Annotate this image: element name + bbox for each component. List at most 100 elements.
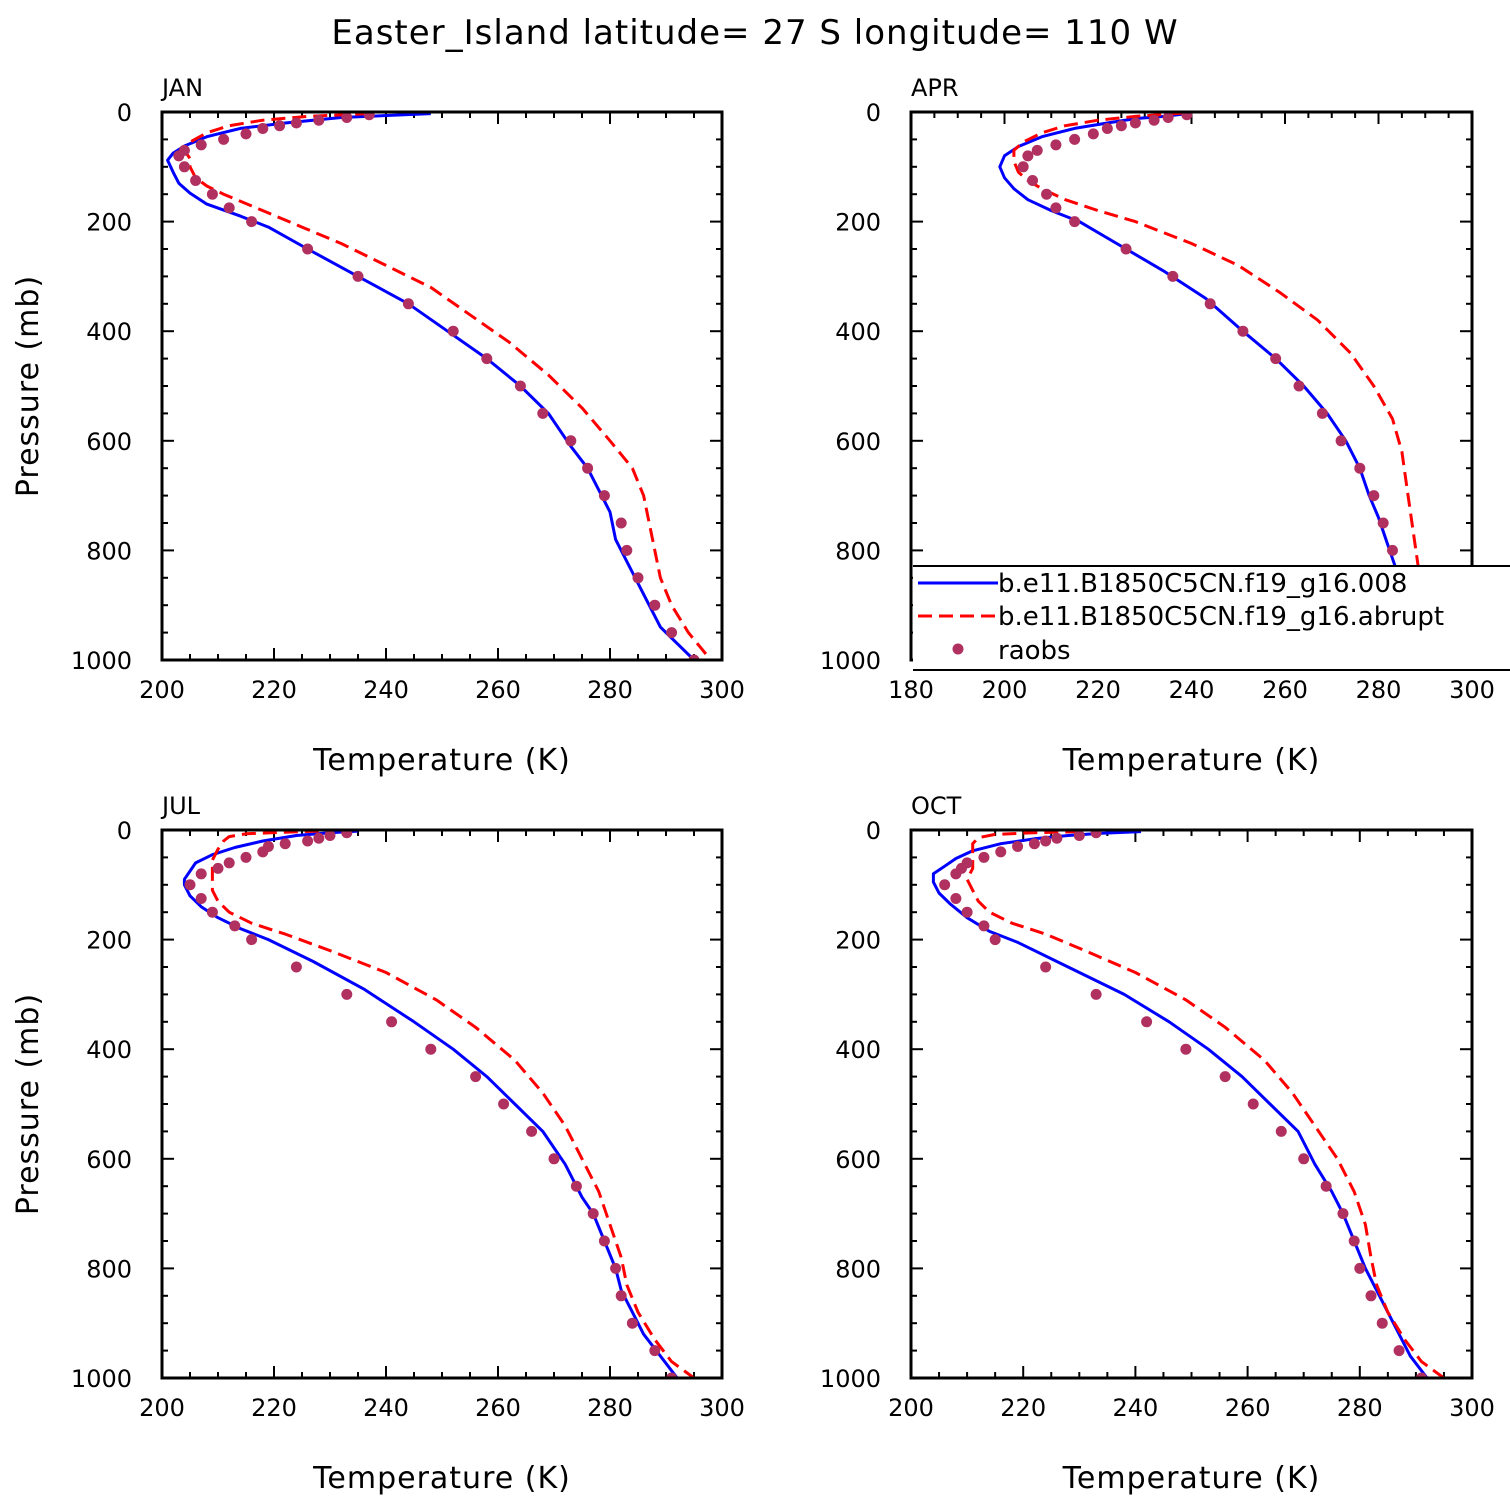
raobs-point — [1148, 114, 1160, 126]
raobs-point — [1181, 112, 1193, 121]
x-tick-label: 280 — [1356, 676, 1402, 704]
figure-title: Easter_Island latitude= 27 S longitude= … — [331, 13, 1178, 53]
y-tick-label: 800 — [835, 537, 881, 565]
raobs-point — [1247, 1098, 1259, 1110]
raobs-point — [257, 122, 269, 134]
series-line-abrupt — [210, 830, 695, 1378]
raobs-point — [324, 830, 336, 841]
raobs-point — [290, 961, 302, 973]
y-tick-label: 600 — [86, 428, 132, 456]
raobs-point — [341, 830, 353, 839]
raobs-point — [1120, 243, 1132, 255]
x-tick-label: 280 — [587, 676, 633, 704]
series-group — [166, 112, 712, 660]
raobs-point — [363, 112, 375, 121]
y-tick-label: 0 — [117, 817, 132, 845]
raobs-point — [402, 298, 414, 310]
panel-label: JUL — [160, 792, 201, 820]
x-axis-label: Temperature (K) — [1062, 743, 1321, 778]
raobs-point — [274, 120, 286, 132]
x-tick-label: 240 — [1169, 676, 1215, 704]
raobs-point — [610, 1262, 622, 1274]
legend-background — [913, 566, 1510, 670]
series-line-008 — [998, 112, 1446, 660]
raobs-point — [1377, 517, 1389, 529]
raobs-point — [570, 1180, 582, 1192]
raobs-point — [1270, 353, 1282, 365]
raobs-point — [290, 117, 302, 129]
y-tick-label: 800 — [86, 537, 132, 565]
raobs-point — [313, 114, 325, 126]
raobs-point — [481, 353, 493, 365]
raobs-point — [615, 517, 627, 529]
y-tick-label: 0 — [866, 817, 881, 845]
raobs-point — [1090, 988, 1102, 1000]
panels-container: 200 220 240 260 280 300 0 200 400 600 800 1000 Tempe… — [11, 74, 1510, 1496]
x-tick-label: 240 — [363, 1394, 409, 1422]
y-tick-label: 200 — [86, 927, 132, 955]
panel-label: JAN — [160, 74, 203, 102]
x-tick-label: 260 — [475, 1394, 521, 1422]
raobs-point — [302, 835, 314, 847]
y-tick-label: 200 — [86, 209, 132, 237]
raobs-point — [1219, 1071, 1231, 1083]
raobs-point — [598, 1235, 610, 1247]
raobs-point — [212, 862, 224, 874]
raobs-point — [313, 832, 325, 844]
raobs-point — [246, 216, 258, 228]
raobs-point — [341, 112, 353, 123]
raobs-point — [1293, 380, 1305, 392]
series-line-abrupt — [1012, 112, 1469, 660]
raobs-point — [978, 920, 990, 932]
raobs-point — [1365, 1290, 1377, 1302]
x-tick-label: 180 — [888, 676, 934, 704]
raobs-point — [1041, 188, 1053, 200]
panel-label: APR — [911, 74, 959, 102]
legend-label: b.e11.B1850C5CN.f19_g16.008 — [998, 569, 1407, 599]
raobs-point — [386, 1016, 398, 1028]
raobs-point — [1040, 961, 1052, 973]
raobs-point — [1354, 462, 1366, 474]
raobs-point — [565, 435, 577, 447]
x-tick-label: 300 — [1449, 676, 1495, 704]
raobs-point — [989, 934, 1001, 946]
raobs-point — [1237, 325, 1249, 337]
raobs-point — [1348, 1235, 1360, 1247]
raobs-point — [1337, 1208, 1349, 1220]
y-tick-label: 400 — [86, 1036, 132, 1064]
raobs-point — [1087, 128, 1099, 140]
raobs-point — [1167, 270, 1179, 282]
legend-label: b.e11.B1850C5CN.f19_g16.abrupt — [998, 602, 1444, 632]
raobs-point — [621, 544, 633, 556]
x-tick-label: 200 — [139, 676, 185, 704]
y-tick-label: 600 — [835, 1146, 881, 1174]
series-group — [998, 112, 1469, 660]
y-tick-label: 600 — [86, 1146, 132, 1174]
y-tick-label: 800 — [835, 1255, 881, 1283]
y-tick-label: 1000 — [820, 1365, 881, 1393]
raobs-point — [950, 893, 962, 904]
raobs-point — [223, 857, 235, 869]
x-tick-label: 300 — [699, 1394, 745, 1422]
series-line-008 — [931, 830, 1429, 1378]
panel-label: OCT — [911, 792, 962, 820]
x-tick-label: 300 — [699, 676, 745, 704]
x-tick-label: 220 — [251, 1394, 297, 1422]
raobs-point — [173, 150, 185, 162]
raobs-point — [1204, 298, 1216, 310]
raobs-point — [537, 407, 549, 419]
raobs-point — [1073, 830, 1085, 841]
x-tick-label: 220 — [251, 676, 297, 704]
y-tick-label: 400 — [835, 318, 881, 346]
raobs-point — [1316, 407, 1328, 419]
raobs-point — [1017, 161, 1029, 173]
raobs-point — [1115, 120, 1127, 132]
plot-frame — [160, 828, 724, 1380]
raobs-point — [1040, 835, 1052, 847]
raobs-point — [514, 380, 526, 392]
raobs-point — [206, 188, 218, 200]
raobs-point — [1129, 117, 1141, 129]
x-tick-label: 280 — [1337, 1394, 1383, 1422]
raobs-point — [447, 325, 459, 337]
